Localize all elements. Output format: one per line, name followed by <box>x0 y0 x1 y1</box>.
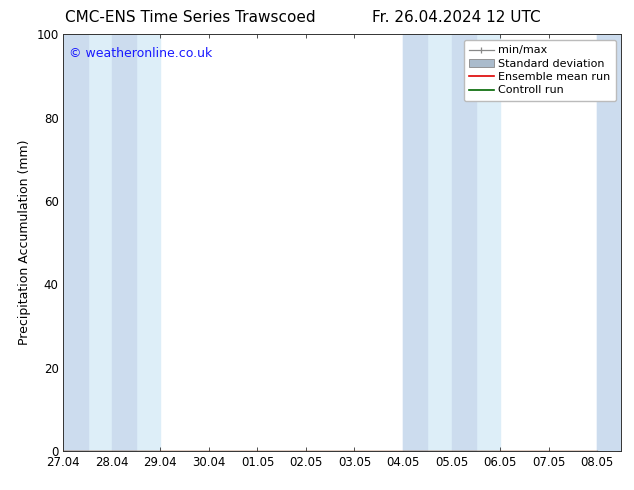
Text: Fr. 26.04.2024 12 UTC: Fr. 26.04.2024 12 UTC <box>372 10 541 25</box>
Bar <box>63 34 160 451</box>
Legend: min/max, Standard deviation, Ensemble mean run, Controll run: min/max, Standard deviation, Ensemble me… <box>463 40 616 101</box>
Y-axis label: Precipitation Accumulation (mm): Precipitation Accumulation (mm) <box>18 140 30 345</box>
Bar <box>597 34 621 451</box>
Bar <box>403 34 427 451</box>
Bar <box>451 34 476 451</box>
Text: CMC-ENS Time Series Trawscoed: CMC-ENS Time Series Trawscoed <box>65 10 316 25</box>
Bar <box>597 34 621 451</box>
Text: © weatheronline.co.uk: © weatheronline.co.uk <box>69 47 212 60</box>
Bar <box>63 34 87 451</box>
Bar <box>112 34 136 451</box>
Bar <box>403 34 500 451</box>
